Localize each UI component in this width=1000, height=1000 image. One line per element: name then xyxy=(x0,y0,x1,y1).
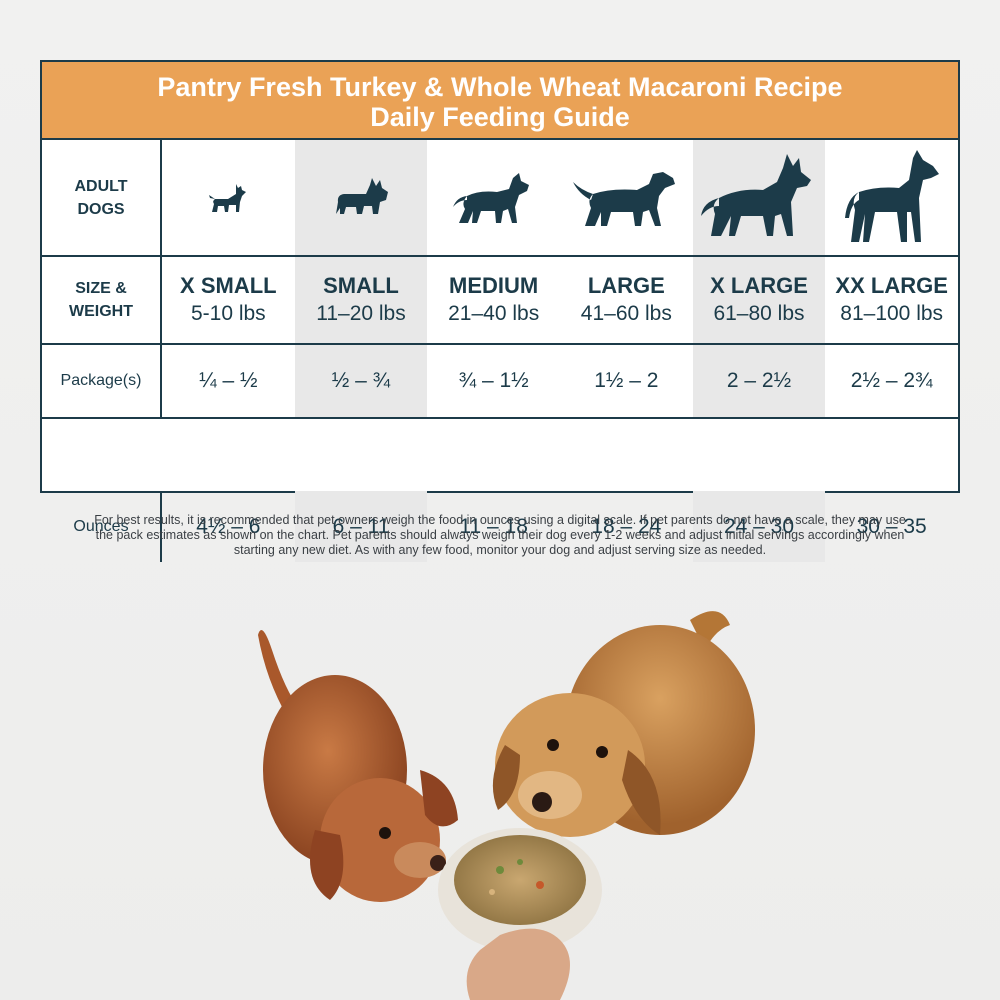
package-cell: 2½ – 2¾ xyxy=(825,345,958,419)
bowl-food xyxy=(454,835,586,925)
guide-subtitle: Daily Feeding Guide xyxy=(370,102,630,132)
icon-cell xyxy=(560,140,693,257)
ounces-value: 11 – 18 xyxy=(459,514,528,538)
chihuahua-icon xyxy=(209,183,247,212)
dogs-eating-photo xyxy=(258,611,755,1000)
french-bulldog-icon xyxy=(335,177,388,214)
ounces-label-cell: Ounces xyxy=(42,491,162,562)
size-name: XX LARGE xyxy=(835,273,948,298)
pitbull-icon xyxy=(452,172,529,223)
right-dog-muzzle xyxy=(518,771,582,819)
ounces-value: 6 – 11 xyxy=(332,514,390,538)
size-weight-label: SIZE & WEIGHT xyxy=(42,257,162,345)
size-cell: MEDIUM 21–40 lbs xyxy=(427,257,560,345)
right-dog-ear-left xyxy=(492,745,520,810)
package-cell: 2 – 2½ xyxy=(692,345,826,419)
package-label-cell: Package(s) xyxy=(42,345,162,419)
size-cell: X LARGE 61–80 lbs xyxy=(692,257,826,345)
right-dog-tail xyxy=(690,611,730,650)
package-cell: ¾ – 1½ xyxy=(427,345,560,419)
ounces-cell: 11 – 18 xyxy=(427,491,560,562)
ounces-cell: 24 – 30 xyxy=(692,491,826,562)
package-value: 2½ – 2¾ xyxy=(850,369,933,392)
size-name: X SMALL xyxy=(180,273,277,298)
size-weight: 5-10 lbs xyxy=(190,302,266,325)
hand xyxy=(466,928,570,1000)
size-weight: 81–100 lbs xyxy=(840,302,944,325)
left-dog-nose xyxy=(430,855,446,871)
size-name: LARGE xyxy=(587,273,665,298)
right-dog-eye-2 xyxy=(596,746,608,758)
left-dog-tail xyxy=(258,630,300,718)
left-dog-ear xyxy=(310,830,344,900)
package-value: ¼ – ½ xyxy=(199,369,258,392)
size-weight: 11–20 lbs xyxy=(316,302,406,325)
package-cell: ¼ – ½ xyxy=(162,345,295,419)
package-cell: 1½ – 2 xyxy=(560,345,693,419)
ounces-cell: 6 – 11 xyxy=(294,491,428,562)
size-cell: SMALL 11–20 lbs xyxy=(294,257,428,345)
german-shepherd-icon xyxy=(700,154,811,236)
ounces-cell: 30 – 35 xyxy=(825,491,958,562)
guide-header: Pantry Fresh Turkey & Whole Wheat Macaro… xyxy=(42,62,958,140)
left-dog-ear-right xyxy=(420,770,458,827)
right-dog-nose xyxy=(532,792,552,812)
icon-cell xyxy=(692,140,826,257)
icon-cell xyxy=(825,140,958,257)
right-dog-ear-right xyxy=(622,750,661,835)
ounces-row: Ounces 4½ – 6 6 – 11 11 – 18 18 – 24 24 … xyxy=(42,491,958,562)
package-label: Package(s) xyxy=(60,372,142,389)
size-name: X LARGE xyxy=(710,273,808,298)
left-dog-eye xyxy=(379,827,391,839)
package-value: 1½ – 2 xyxy=(594,369,659,392)
ounces-value: 24 – 30 xyxy=(723,514,795,538)
guide-title: Pantry Fresh Turkey & Whole Wheat Macaro… xyxy=(157,72,843,102)
size-cell: XX LARGE 81–100 lbs xyxy=(825,257,958,345)
size-weight: 21–40 lbs xyxy=(448,302,540,325)
ounces-value: 30 – 35 xyxy=(856,514,927,538)
great-dane-icon xyxy=(844,149,939,242)
icon-cell xyxy=(294,140,428,257)
icon-cell xyxy=(162,140,295,257)
size-name: MEDIUM xyxy=(449,273,539,298)
footnote: For best results, it is recommended that… xyxy=(94,513,906,557)
ounces-label: Ounces xyxy=(73,517,129,535)
size-weight: 61–80 lbs xyxy=(713,302,805,325)
labrador-icon xyxy=(573,172,676,226)
ounces-cell: 4½ – 6 xyxy=(162,491,295,562)
right-dog-eye xyxy=(547,739,559,751)
ounces-cell: 18 – 24 xyxy=(560,491,693,562)
feeding-guide-table: Pantry Fresh Turkey & Whole Wheat Macaro… xyxy=(40,60,960,562)
size-cell: LARGE 41–60 lbs xyxy=(560,257,693,345)
package-cell: ½ – ¾ xyxy=(294,345,428,419)
package-value: 2 – 2½ xyxy=(726,369,792,392)
package-value: ½ – ¾ xyxy=(331,369,391,392)
icon-cell xyxy=(427,140,560,257)
package-value: ¾ – 1½ xyxy=(458,369,529,392)
adult-dogs-label: ADULT DOGS xyxy=(42,140,162,257)
size-cell: X SMALL 5-10 lbs xyxy=(162,257,295,345)
ounces-value: 4½ – 6 xyxy=(196,514,261,538)
guide-grid: ADULT DOGS xyxy=(42,140,958,491)
size-name: SMALL xyxy=(323,273,399,298)
ounces-value: 18 – 24 xyxy=(591,514,662,538)
size-weight: 41–60 lbs xyxy=(580,302,672,325)
